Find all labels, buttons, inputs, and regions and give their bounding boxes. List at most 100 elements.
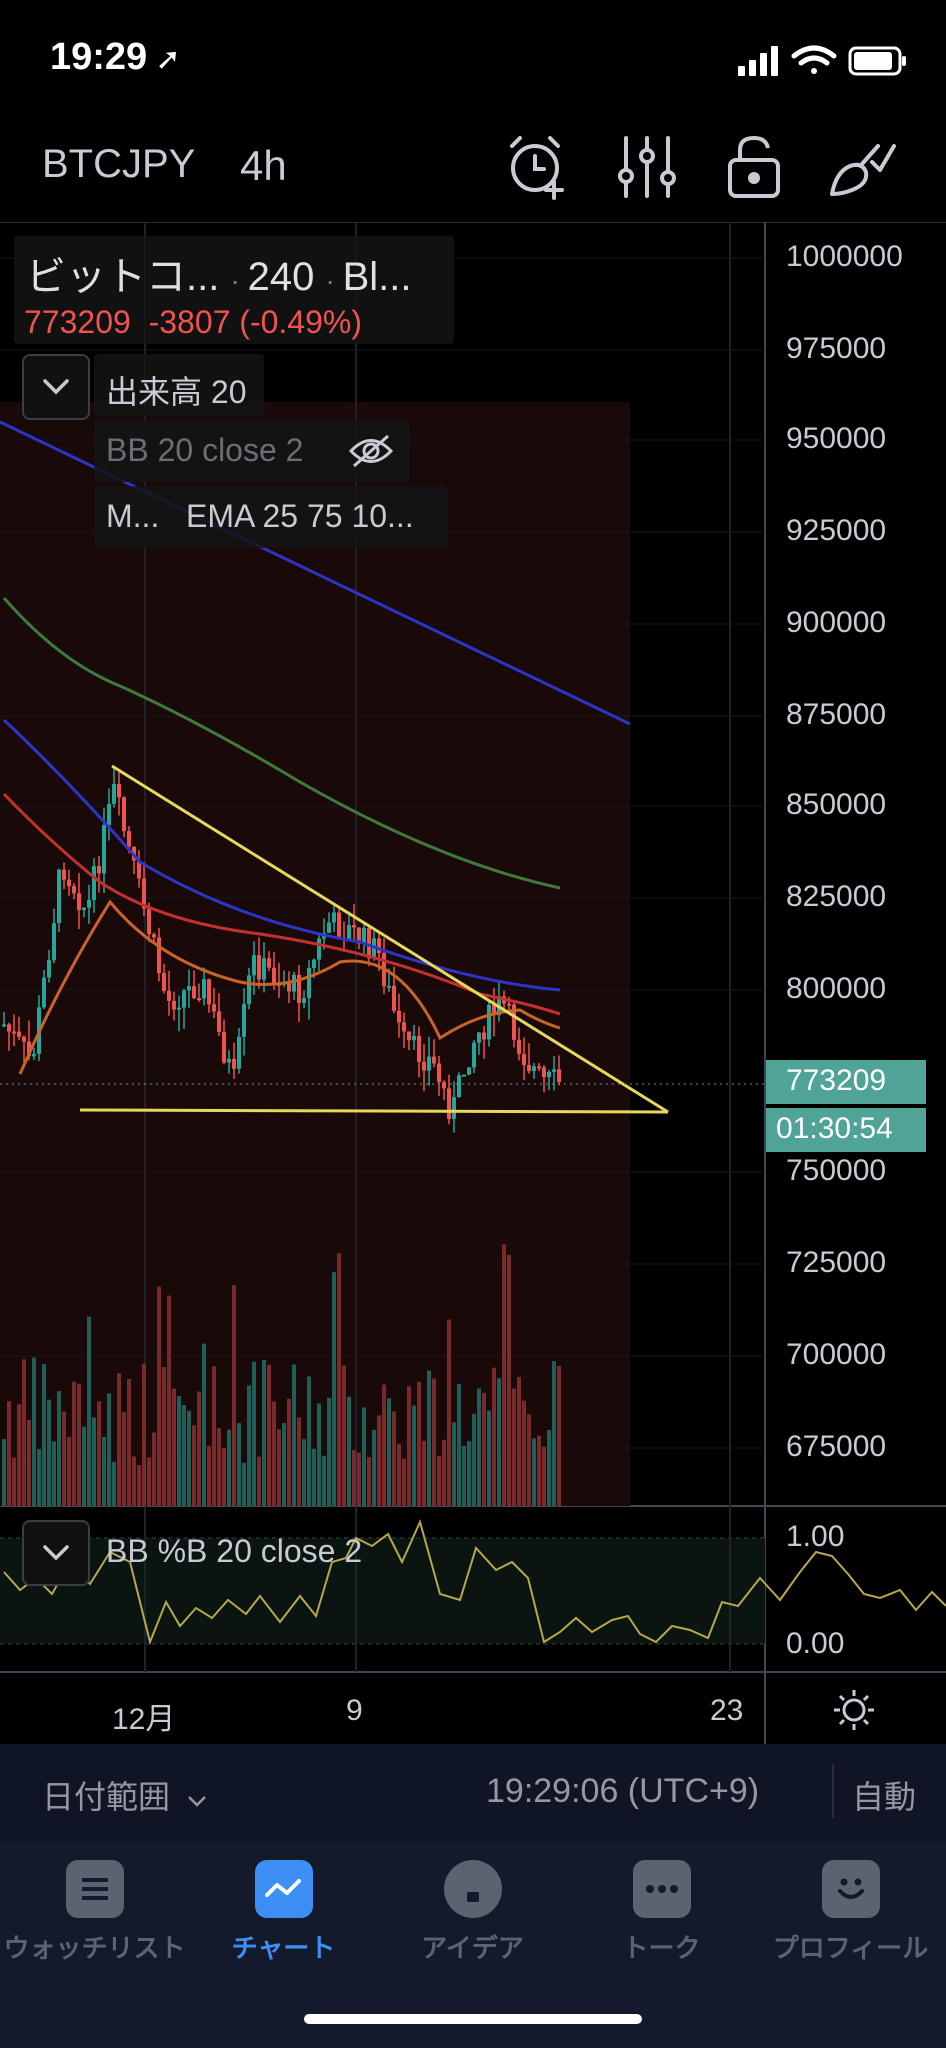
candle-body (557, 1069, 561, 1083)
date-range-button[interactable]: 日付範囲 (42, 1772, 207, 1818)
candle-body (542, 1067, 546, 1078)
volume-bar (272, 1401, 276, 1506)
candle-body (267, 958, 271, 968)
volume-bar (462, 1445, 466, 1506)
price-tick-label: 975000 (786, 332, 887, 365)
chat-icon (632, 1860, 691, 1918)
candle-body (492, 1004, 496, 1016)
candle-body (407, 1031, 411, 1041)
home-indicator[interactable] (304, 2014, 642, 2024)
countdown-badge: 01:30:54 (766, 1108, 926, 1152)
volume-bar (367, 1457, 371, 1506)
pb-collapse-button[interactable] (22, 1520, 90, 1586)
volume-legend-box (94, 354, 264, 416)
volume-bar (17, 1404, 21, 1506)
pb-line (3, 1519, 946, 1646)
candle-body (142, 878, 146, 909)
resistance-trendline (111, 764, 669, 1114)
candle-body (467, 1067, 471, 1075)
candle-body (362, 927, 366, 944)
candle-body (417, 1035, 421, 1062)
chart-settings-icon[interactable] (832, 1688, 876, 1732)
volume-bar (537, 1435, 541, 1506)
volume-bar (342, 1365, 346, 1506)
candle-body (287, 982, 291, 992)
volume-bar (187, 1410, 191, 1506)
candle-body (452, 1097, 456, 1119)
auto-scale-button[interactable]: 自動 (852, 1779, 917, 1815)
candle-body (257, 955, 261, 980)
chart-toolbar (0, 1744, 946, 1842)
candle-body (22, 1036, 26, 1042)
tab-watchlist[interactable]: ウォッチリスト (0, 1852, 189, 1982)
tab-talk[interactable]: トーク (567, 1852, 756, 1982)
volume-bar (352, 1450, 356, 1506)
lock-icon[interactable] (720, 132, 790, 202)
volume-bar (322, 1455, 326, 1506)
indicators-icon[interactable] (612, 132, 682, 202)
volume-bar (297, 1417, 301, 1506)
ema-legend[interactable]: M... EMA 25 75 10... (106, 498, 414, 534)
volume-bar (457, 1383, 461, 1506)
volume-bar (127, 1379, 131, 1506)
hidden-eye-icon[interactable] (348, 432, 394, 470)
volume-bar (332, 1272, 336, 1506)
price-tick-label: 850000 (786, 788, 887, 821)
volume-bar (317, 1403, 321, 1506)
candle-body (297, 974, 301, 1003)
main-legend[interactable] (14, 236, 454, 344)
candle-body (172, 1000, 176, 1010)
symbol-button[interactable]: BTCJPY (42, 142, 196, 186)
timeframe-button[interactable]: 4h (240, 142, 287, 189)
tab-profile[interactable]: プロフィール (756, 1852, 945, 1982)
volume-bar (407, 1386, 411, 1506)
volume-bar (162, 1367, 166, 1506)
candle-body (377, 938, 381, 954)
legend-collapse-button[interactable] (22, 354, 90, 420)
volume-bar (257, 1456, 261, 1506)
candle-body (177, 1007, 181, 1010)
candle-body (512, 1004, 516, 1040)
candle-body (147, 908, 151, 935)
volume-bar (547, 1429, 551, 1506)
volume-bar (512, 1388, 516, 1506)
candle-body (207, 979, 211, 1005)
price-tick-label: 725000 (786, 1246, 887, 1279)
volume-bar (27, 1419, 31, 1506)
volume-bar (72, 1381, 76, 1506)
price-tick-label: 825000 (786, 880, 887, 913)
candle-body (517, 1039, 521, 1054)
candle-body (332, 912, 336, 923)
candle-body (487, 1004, 491, 1040)
candle-body (137, 860, 141, 879)
volume-bar (557, 1365, 561, 1506)
candle-body (482, 1032, 486, 1040)
volume-bar (417, 1381, 421, 1506)
pb-legend[interactable]: BB %B 20 close 2 (106, 1533, 363, 1569)
candle-body (357, 927, 361, 944)
clock-timezone[interactable]: 19:29:06 (UTC+9) (486, 1772, 760, 1810)
bb-legend[interactable]: BB 20 close 2 (106, 432, 304, 468)
volume-bar (182, 1404, 186, 1506)
price-tick-label: 1000000 (786, 240, 903, 273)
time-label-9: 9 (346, 1694, 363, 1727)
candle-body (442, 1082, 446, 1089)
tab-chart[interactable]: チャート (189, 1852, 378, 1982)
candle-body (12, 1031, 16, 1034)
volume-legend[interactable]: 出来高 20 (106, 374, 247, 410)
volume-bar (492, 1367, 496, 1506)
alarm-add-icon[interactable] (502, 132, 572, 202)
volume-bar (422, 1440, 426, 1506)
price-chart[interactable] (0, 222, 946, 1744)
candle-body (107, 803, 111, 826)
volume-bar (362, 1407, 366, 1506)
candle-body (87, 899, 91, 908)
wifi-icon (791, 45, 837, 74)
tab-ideas[interactable]: アイデア (378, 1852, 567, 1982)
volume-bar (412, 1405, 416, 1506)
drawing-tools-icon[interactable] (828, 132, 898, 202)
candle-body (352, 925, 356, 928)
signal-icon (738, 46, 778, 76)
volume-bar (287, 1398, 291, 1506)
volume-bar (327, 1397, 331, 1506)
